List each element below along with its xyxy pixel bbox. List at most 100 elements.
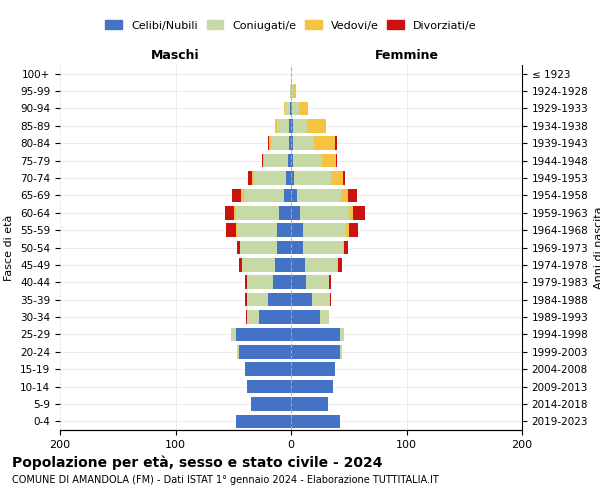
Bar (287, 154, 291, 168)
Bar (269, 136, 271, 150)
Bar (291, 136, 293, 150)
Bar (277, 224, 291, 237)
Bar (314, 136, 335, 150)
Bar (322, 154, 336, 168)
Bar (305, 258, 337, 272)
Bar (237, 345, 239, 358)
Bar (293, 154, 322, 168)
Bar (259, 310, 291, 324)
Bar (236, 414, 291, 428)
Bar (347, 188, 357, 202)
Bar (340, 328, 344, 341)
Bar (291, 119, 293, 132)
Bar (290, 102, 291, 115)
Bar (225, 206, 235, 220)
Bar (237, 224, 277, 237)
Bar (290, 84, 291, 98)
Bar (235, 206, 236, 220)
Bar (302, 240, 343, 254)
Text: COMUNE DI AMANDOLA (FM) - Dati ISTAT 1° gennaio 2024 - Elaborazione TUTTITALIA.I: COMUNE DI AMANDOLA (FM) - Dati ISTAT 1° … (12, 475, 439, 485)
Bar (237, 240, 240, 254)
Bar (289, 136, 291, 150)
Bar (251, 397, 291, 410)
Bar (239, 258, 242, 272)
Bar (244, 188, 284, 202)
Bar (331, 171, 343, 185)
Bar (337, 258, 338, 272)
Bar (247, 310, 259, 324)
Bar (307, 119, 326, 132)
Bar (268, 293, 291, 306)
Bar (291, 345, 340, 358)
Bar (241, 188, 244, 202)
Bar (291, 84, 293, 98)
Bar (349, 224, 358, 237)
Bar (231, 328, 236, 341)
Bar (291, 224, 302, 237)
Bar (293, 119, 307, 132)
Bar (291, 188, 297, 202)
Bar (291, 154, 293, 168)
Bar (277, 240, 291, 254)
Bar (291, 102, 292, 115)
Bar (245, 293, 247, 306)
Y-axis label: Anni di nascita: Anni di nascita (594, 206, 600, 289)
Bar (248, 171, 252, 185)
Bar (232, 188, 241, 202)
Bar (247, 293, 268, 306)
Bar (293, 84, 296, 98)
Bar (343, 171, 345, 185)
Bar (300, 206, 349, 220)
Bar (293, 136, 314, 150)
Bar (280, 206, 291, 220)
Bar (291, 171, 295, 185)
Bar (284, 188, 291, 202)
Bar (343, 240, 344, 254)
Bar (236, 206, 280, 220)
Bar (277, 119, 289, 132)
Bar (349, 206, 353, 220)
Bar (291, 206, 300, 220)
Bar (291, 310, 320, 324)
Bar (242, 258, 275, 272)
Bar (335, 136, 337, 150)
Bar (338, 258, 342, 272)
Bar (245, 276, 247, 289)
Bar (226, 224, 236, 237)
Legend: Celibi/Nubili, Coniugati/e, Vedovi/e, Divorziati/e: Celibi/Nubili, Coniugati/e, Vedovi/e, Di… (101, 16, 481, 35)
Bar (245, 362, 291, 376)
Bar (340, 345, 342, 358)
Bar (289, 119, 291, 132)
Bar (299, 102, 308, 115)
Bar (236, 328, 291, 341)
Bar (247, 276, 272, 289)
Text: Femmine: Femmine (374, 50, 439, 62)
Bar (272, 276, 291, 289)
Bar (239, 345, 291, 358)
Bar (330, 293, 331, 306)
Bar (271, 136, 289, 150)
Bar (291, 397, 328, 410)
Bar (291, 380, 332, 394)
Bar (312, 293, 330, 306)
Bar (247, 380, 291, 394)
Bar (344, 240, 347, 254)
Bar (246, 310, 247, 324)
Bar (252, 171, 254, 185)
Bar (291, 414, 340, 428)
Text: Popolazione per età, sesso e stato civile - 2024: Popolazione per età, sesso e stato civil… (12, 455, 383, 469)
Bar (236, 224, 237, 237)
Bar (302, 224, 346, 237)
Bar (292, 102, 299, 115)
Bar (346, 224, 349, 237)
Bar (291, 293, 312, 306)
Y-axis label: Fasce di età: Fasce di età (4, 214, 14, 280)
Bar (275, 258, 291, 272)
Bar (286, 171, 291, 185)
Bar (285, 102, 290, 115)
Bar (291, 276, 306, 289)
Bar (329, 276, 331, 289)
Bar (306, 276, 329, 289)
Bar (284, 102, 285, 115)
Bar (240, 240, 277, 254)
